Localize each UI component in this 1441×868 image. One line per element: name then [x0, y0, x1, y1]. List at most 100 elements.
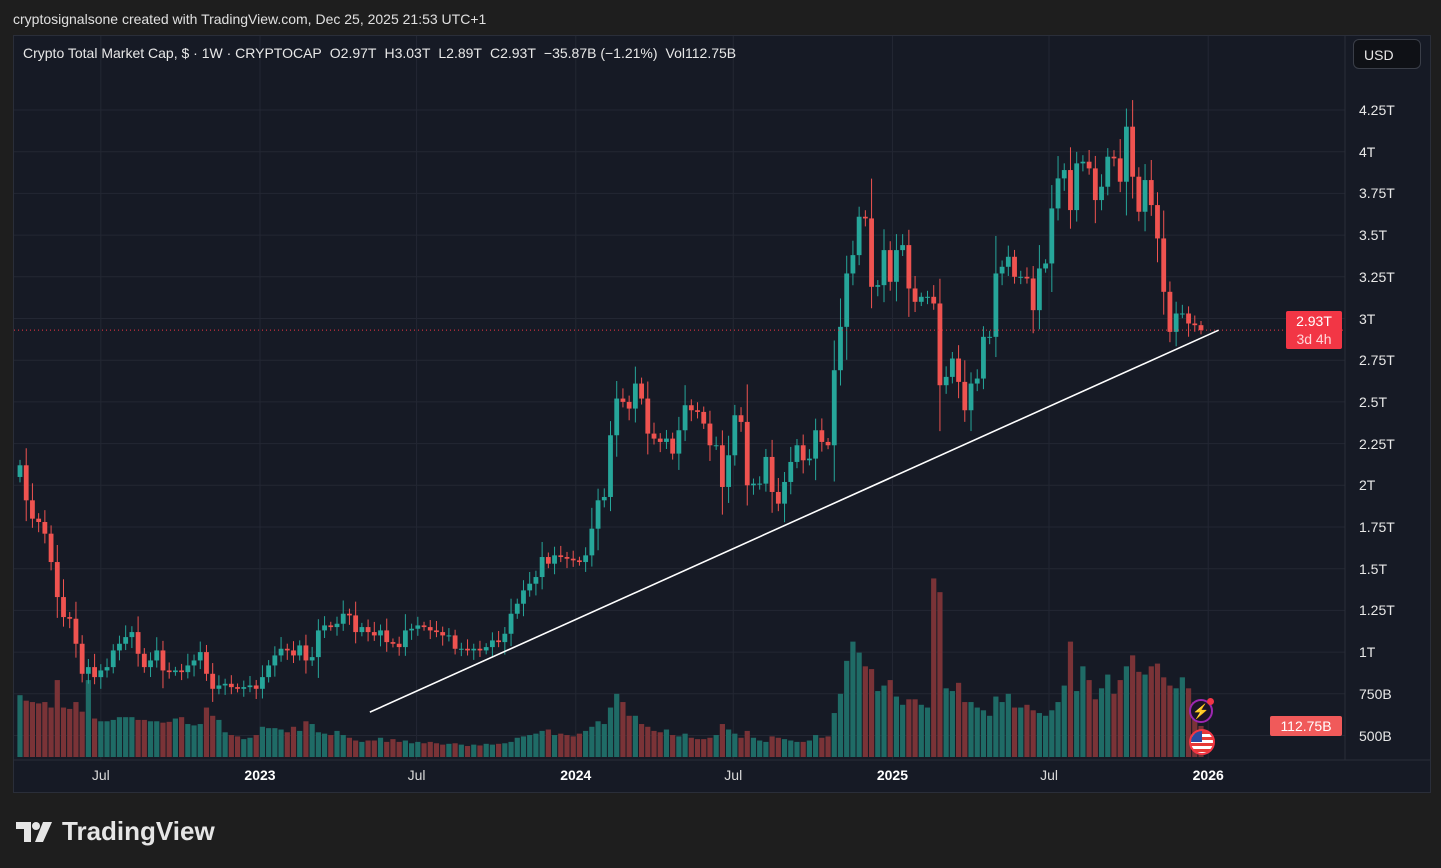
candle-up: [676, 430, 682, 454]
candle-up: [763, 456, 769, 484]
us-flag-event-icon[interactable]: [1189, 729, 1215, 755]
volume-bar: [533, 733, 539, 757]
candle-up: [185, 665, 191, 673]
legend-change: −35.87B (−1.21%): [543, 45, 658, 61]
candle-up: [856, 216, 862, 256]
volume-bar: [1061, 685, 1067, 757]
price-tick-label: 2.5T: [1359, 393, 1388, 410]
candle-down: [695, 410, 700, 412]
candle-down: [1024, 276, 1030, 279]
volume-bar: [1161, 677, 1167, 757]
candle-down: [1086, 161, 1092, 169]
candle-down: [769, 456, 775, 492]
candle-up: [1036, 268, 1042, 311]
volume-bar: [987, 715, 993, 757]
volume-bar: [123, 717, 129, 757]
volume-bar: [91, 718, 98, 757]
chart-frame[interactable]: [13, 35, 1431, 793]
bar-countdown: 3d 4h: [1296, 331, 1332, 347]
volume-bar: [980, 710, 987, 757]
volume-bar: [875, 691, 881, 757]
volume-bar: [813, 735, 819, 757]
volume-bar: [781, 739, 788, 757]
volume-bar: [334, 730, 340, 757]
volume-bar: [670, 735, 676, 757]
candle-up: [664, 438, 669, 442]
volume-bar: [893, 696, 900, 757]
tradingview-logo[interactable]: TradingView: [16, 816, 215, 847]
volume-bar: [850, 641, 856, 757]
volume-bar: [203, 707, 210, 757]
candle-up: [490, 640, 495, 648]
volume-bar: [29, 702, 36, 757]
volume-bar: [955, 682, 962, 757]
volume-bar: [1117, 680, 1123, 757]
volume-bar: [253, 735, 259, 757]
candle-up: [614, 398, 620, 436]
candle-up: [1055, 178, 1061, 209]
volume-bar: [328, 735, 334, 757]
currency-button[interactable]: USD: [1353, 39, 1421, 69]
volume-bar: [48, 707, 54, 757]
volume-bar: [1130, 655, 1136, 757]
candle-up: [943, 376, 949, 386]
candle-up: [894, 250, 899, 282]
candle-down: [1186, 313, 1191, 324]
candle-up: [794, 445, 800, 462]
volume-bar: [353, 740, 359, 757]
candle-down: [620, 398, 626, 402]
time-tick-label: Jul: [91, 767, 110, 783]
candle-up: [552, 555, 557, 564]
candle-down: [61, 597, 66, 618]
volume-bar: [763, 741, 769, 757]
price-tick-label: 2T: [1359, 477, 1376, 494]
volume-bar: [160, 722, 166, 757]
symbol-legend: Crypto Total Market Cap, $ · 1W · CRYPTO…: [23, 45, 744, 61]
volume-bar: [228, 735, 234, 757]
candle-up: [875, 285, 881, 287]
candle-down: [179, 670, 185, 673]
candle-down: [210, 673, 216, 689]
volume-bar: [266, 728, 272, 757]
volume-bar: [384, 741, 390, 757]
price-tick-label: 3T: [1359, 310, 1376, 327]
volume-bar: [36, 703, 42, 757]
price-tick-label: 1T: [1359, 644, 1376, 661]
volume-bar: [595, 721, 601, 757]
price-tick-label: 500B: [1359, 727, 1392, 744]
tradingview-logo-icon: [16, 821, 52, 842]
candle-up: [813, 430, 819, 459]
candle-up: [502, 633, 508, 643]
candle-down: [1192, 323, 1198, 326]
lightning-event-icon[interactable]: ⚡: [1189, 698, 1214, 723]
volume-bar: [999, 702, 1005, 757]
candle-down: [1092, 168, 1098, 201]
candle-down: [141, 653, 147, 668]
candle-up: [483, 647, 489, 651]
volume-bar: [638, 724, 645, 757]
volume-bar: [1105, 674, 1111, 757]
candle-up: [1018, 276, 1024, 278]
candle-up: [1080, 161, 1086, 164]
volume-bar: [452, 743, 458, 757]
candle-up: [632, 383, 638, 409]
legend-high: H3.03T: [384, 45, 431, 61]
candle-up: [831, 370, 837, 446]
volume-bar: [496, 743, 502, 757]
candle-up: [471, 648, 477, 651]
volume-bar: [1043, 715, 1049, 757]
volume-bar: [440, 744, 446, 757]
candle-down: [1136, 176, 1142, 212]
volume-bar: [539, 730, 545, 757]
candle-up: [123, 637, 129, 644]
volume-bar: [1179, 677, 1185, 757]
candle-up: [732, 415, 738, 456]
candle-down: [54, 562, 60, 598]
candle-down: [477, 648, 483, 651]
volume-bar: [881, 685, 887, 757]
volume-bar: [1055, 702, 1061, 757]
volume-bar: [694, 739, 701, 757]
candle-up: [838, 326, 843, 371]
volume-bar: [1192, 702, 1198, 757]
